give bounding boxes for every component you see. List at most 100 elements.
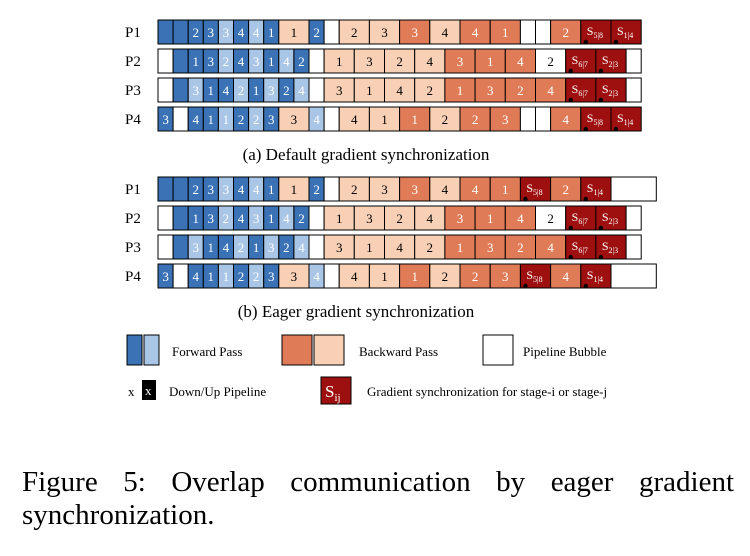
stage-number: 4 (442, 182, 449, 197)
stage-number: 3 (253, 211, 260, 226)
stage-number: 4 (396, 240, 403, 255)
sync-label: S6|7 (572, 210, 588, 226)
backward-dark-cell (444, 234, 476, 260)
stage-number: 4 (283, 54, 290, 69)
sync-label: S1|4 (617, 111, 633, 127)
stage-number: 3 (487, 83, 494, 98)
bubble-cell (308, 205, 325, 231)
stage-number: 2 (223, 211, 230, 226)
stage-number: 1 (223, 112, 230, 127)
bubble-cell (308, 234, 325, 260)
backward-light-cell (384, 205, 416, 231)
bubble-cell (610, 176, 657, 202)
sync-dot (568, 68, 573, 74)
stage-number: 3 (268, 112, 275, 127)
stage-number: 3 (411, 182, 418, 197)
stage-number: 4 (238, 182, 245, 197)
stage-number: 1 (268, 182, 275, 197)
stage-number: 3 (162, 269, 169, 284)
forward-dark-cell (157, 19, 174, 45)
processor-label: P1 (125, 182, 141, 198)
stage-number: 4 (562, 112, 569, 127)
sync-cell (580, 263, 612, 289)
processor-label: P3 (125, 83, 141, 99)
processor-label: P4 (125, 112, 141, 128)
sync-label: S5|8 (526, 268, 542, 284)
backward-dark-cell (399, 106, 431, 132)
stage-number: 4 (223, 83, 230, 98)
backward-dark-cell (550, 176, 582, 202)
stage-number: 3 (502, 269, 509, 284)
backward-dark-cell (399, 19, 431, 45)
stage-number: 4 (547, 83, 554, 98)
stage-number: 1 (291, 25, 298, 40)
sync-dot (583, 126, 588, 132)
stage-number: 2 (472, 112, 479, 127)
stage-number: 3 (291, 112, 298, 127)
stage-number: 4 (298, 240, 305, 255)
bubble-cell (323, 19, 340, 45)
stage-number: 2 (442, 112, 449, 127)
bubble-cell (308, 48, 325, 74)
sync-cell (610, 106, 642, 132)
stage-number: 1 (291, 182, 298, 197)
legend-forward-light-swatch (143, 334, 160, 366)
sync-label: S2|3 (602, 53, 618, 69)
bubble-cell (625, 205, 642, 231)
bubble-cell (535, 19, 552, 45)
stage-number: 2 (547, 54, 554, 69)
sync-label: S2|3 (602, 239, 618, 255)
bubble-cell (172, 263, 189, 289)
backward-dark-cell (444, 77, 476, 103)
backward-dark-cell (504, 48, 536, 74)
stage-number: 4 (472, 25, 479, 40)
legend-sync-label: Gradient synchronization for stage-i or … (367, 384, 607, 399)
sync-dot (598, 225, 604, 231)
legend-bubble-swatch (482, 334, 514, 366)
stage-number: 2 (313, 25, 320, 40)
backward-dark-cell (444, 48, 476, 74)
stage-number: 4 (223, 240, 230, 255)
stage-number: 3 (336, 240, 343, 255)
stage-number: 1 (336, 54, 343, 69)
stage-number: 2 (427, 240, 434, 255)
stage-number: 4 (472, 182, 479, 197)
stage-number: 1 (208, 112, 215, 127)
stage-number: 3 (208, 211, 215, 226)
stage-number: 4 (253, 25, 260, 40)
forward-dark-cell (172, 19, 189, 45)
backward-light-cell (414, 234, 446, 260)
bubble-cell (625, 48, 642, 74)
backward-dark-cell (474, 48, 506, 74)
legend-sync-swatch (320, 376, 352, 405)
stage-number: 4 (238, 54, 245, 69)
stage-number: 2 (238, 83, 245, 98)
backward-light-cell (368, 263, 401, 289)
stage-number: 3 (457, 211, 464, 226)
stage-number: 3 (162, 112, 169, 127)
processor-label: P1 (125, 25, 141, 41)
forward-dark-cell (172, 234, 189, 260)
stage-number: 4 (517, 211, 524, 226)
bubble-cell (323, 176, 340, 202)
stage-number: 3 (336, 83, 343, 98)
stage-number: 4 (517, 54, 524, 69)
sync-label: S5|8 (587, 24, 603, 40)
stage-number: 1 (193, 54, 200, 69)
stage-number: 3 (268, 83, 275, 98)
stage-number: 1 (411, 269, 418, 284)
sync-dot (568, 254, 573, 260)
stage-number: 3 (381, 182, 388, 197)
backward-dark-cell (459, 19, 491, 45)
backward-light-cell (338, 106, 370, 132)
bubble-cell (157, 48, 174, 74)
legend-backward-light-swatch (313, 334, 345, 366)
stage-number: 3 (457, 54, 464, 69)
bubble-cell (157, 234, 174, 260)
stage-number: 2 (517, 240, 524, 255)
stage-number: 1 (253, 83, 260, 98)
sync-dot (523, 283, 528, 289)
stage-number: 2 (238, 240, 245, 255)
stage-number: 1 (208, 83, 215, 98)
backward-light-cell (323, 205, 355, 231)
